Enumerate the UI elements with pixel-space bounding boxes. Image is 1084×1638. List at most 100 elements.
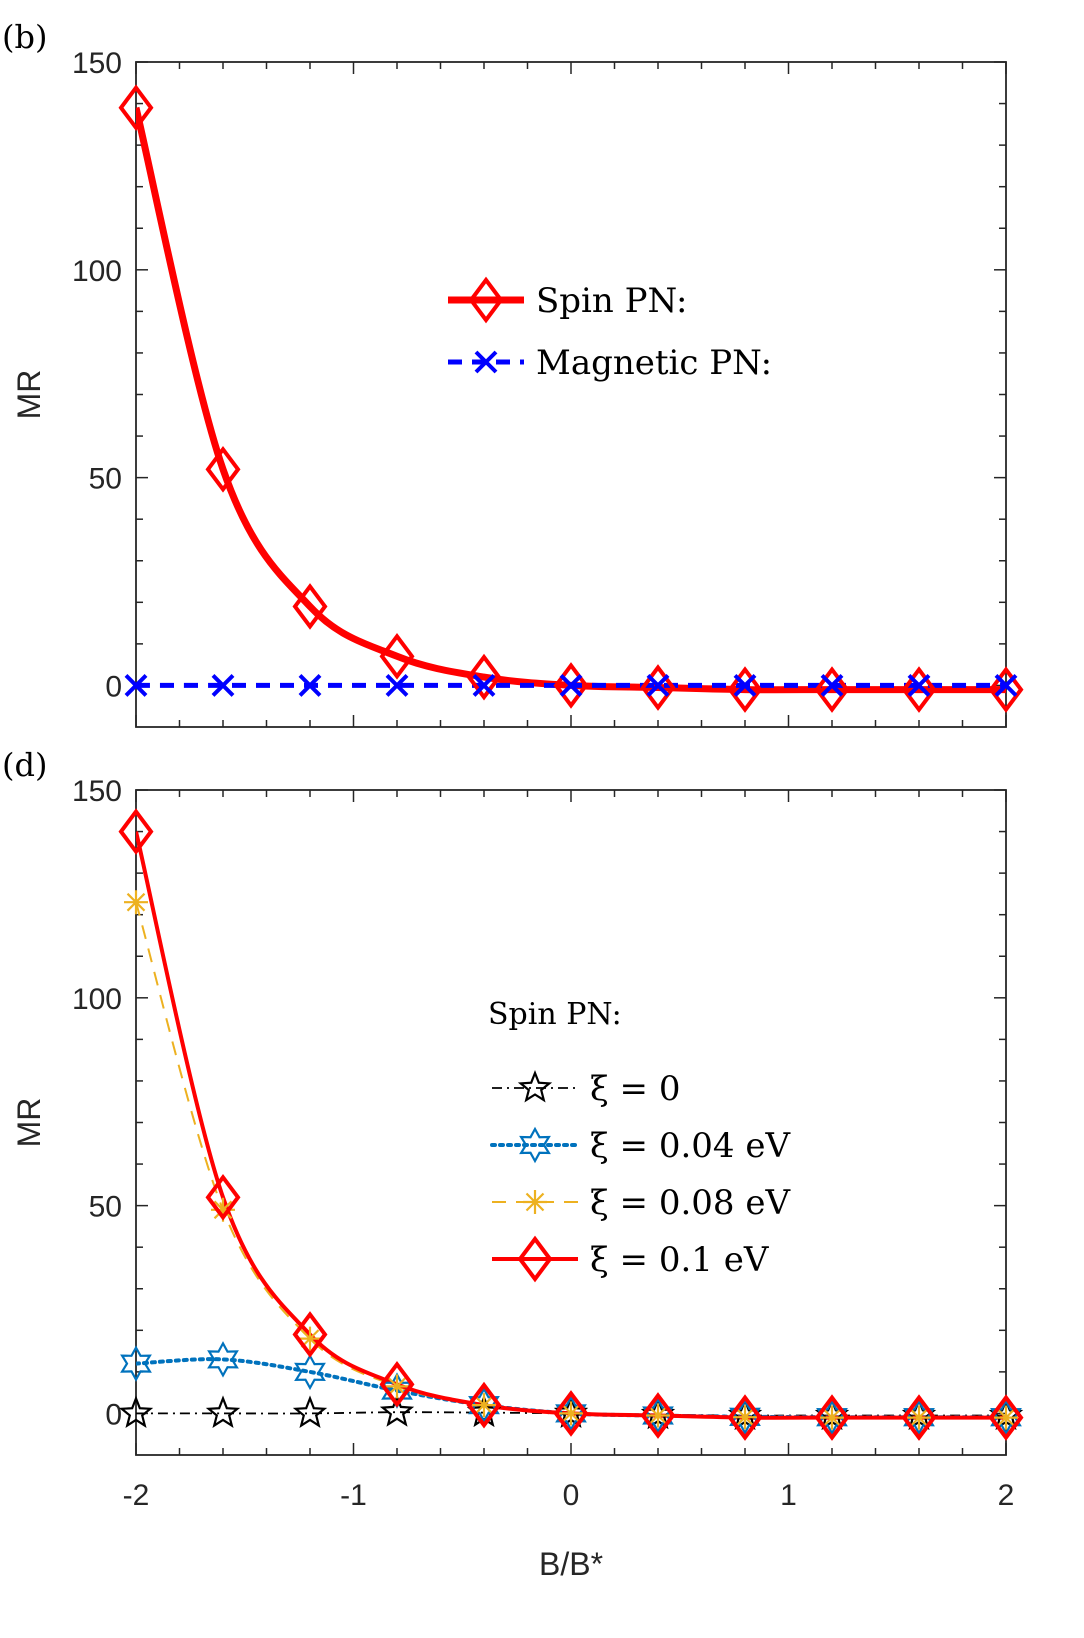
asterisk-marker bbox=[646, 1403, 670, 1428]
hexagram-marker bbox=[519, 1126, 551, 1164]
diamond-marker bbox=[727, 666, 763, 713]
x-marker bbox=[474, 350, 498, 374]
y-tick-label: 150 bbox=[72, 775, 122, 808]
legend-label: ξ = 0.1 eV bbox=[590, 1240, 770, 1280]
star-marker bbox=[118, 1395, 154, 1429]
x-tick-label: -1 bbox=[340, 1479, 367, 1512]
ticks bbox=[135, 61, 1007, 727]
x-marker bbox=[994, 674, 1018, 697]
legend-label: Magnetic PN: bbox=[536, 343, 772, 383]
x-marker bbox=[907, 674, 931, 697]
diamond-marker bbox=[466, 1381, 502, 1429]
x-marker bbox=[559, 674, 583, 697]
series-line bbox=[136, 1411, 1006, 1417]
x-marker bbox=[211, 674, 235, 697]
hexagram-marker bbox=[642, 1397, 674, 1434]
legend-label: Spin PN: bbox=[536, 281, 688, 321]
x-marker bbox=[820, 674, 844, 697]
legend: Spin PN: Magnetic PN: bbox=[448, 276, 772, 383]
panel-label: (d) bbox=[2, 746, 47, 784]
x-marker bbox=[733, 674, 757, 697]
hexagram-marker bbox=[816, 1398, 848, 1436]
y-axis-label: MR bbox=[11, 1098, 47, 1148]
panel-b: 0 50 100 150 MR (b) Spin PN: Magnetic PN: bbox=[2, 18, 1024, 728]
star-marker bbox=[379, 1394, 415, 1427]
diamond-marker bbox=[988, 1394, 1024, 1441]
x-marker bbox=[298, 674, 322, 697]
asterisk-marker bbox=[523, 1190, 547, 1214]
asterisk-marker bbox=[124, 890, 148, 915]
x-axis-label: B/B* bbox=[539, 1546, 603, 1582]
x-marker bbox=[646, 674, 670, 697]
asterisk-marker bbox=[211, 1197, 235, 1222]
asterisk-marker bbox=[298, 1326, 322, 1351]
series-markers bbox=[124, 890, 1018, 1430]
diamond-marker bbox=[118, 84, 154, 132]
diamond-marker bbox=[205, 445, 241, 493]
diamond-marker bbox=[553, 1390, 589, 1437]
diamond-marker bbox=[517, 1235, 553, 1283]
y-tick-label: 50 bbox=[89, 1191, 122, 1224]
diamond-marker bbox=[814, 666, 850, 713]
y-tick-label: 0 bbox=[105, 670, 122, 703]
star-marker bbox=[205, 1395, 241, 1429]
asterisk-marker bbox=[472, 1393, 496, 1418]
series-line bbox=[136, 106, 1006, 694]
asterisk-marker bbox=[385, 1374, 409, 1399]
diamond-marker bbox=[727, 1394, 763, 1441]
diamond-marker bbox=[901, 666, 937, 713]
panel-label: (b) bbox=[2, 18, 47, 56]
hexagram-marker bbox=[468, 1386, 500, 1424]
hexagram-marker bbox=[990, 1398, 1022, 1436]
diamond-marker bbox=[379, 1361, 415, 1408]
legend-label: ξ = 0 bbox=[590, 1069, 680, 1109]
hexagram-marker bbox=[555, 1395, 587, 1432]
diamond-marker bbox=[205, 1173, 241, 1221]
star-marker bbox=[292, 1395, 328, 1429]
diamond-marker bbox=[988, 666, 1024, 713]
y-tick-label: 100 bbox=[72, 983, 122, 1016]
diamond-marker bbox=[466, 653, 502, 701]
series-markers bbox=[118, 808, 1024, 1441]
legend-title: Spin PN: bbox=[488, 997, 622, 1032]
hexagram-marker bbox=[207, 1341, 239, 1378]
diamond-marker bbox=[118, 808, 154, 855]
diamond-marker bbox=[553, 662, 589, 709]
x-tick-label: -2 bbox=[123, 1479, 150, 1512]
diamond-marker bbox=[292, 583, 328, 630]
asterisk-marker bbox=[994, 1405, 1018, 1430]
axes-box bbox=[135, 61, 1007, 728]
hexagram-marker bbox=[120, 1345, 152, 1382]
asterisk-marker bbox=[733, 1405, 757, 1430]
panel-d: 0 50 100 150 -2 -1 0 1 2 B/B* MR (d) Spin PN: ξ = 0 ξ … bbox=[2, 746, 1024, 1582]
legend-label: ξ = 0.04 eV bbox=[590, 1126, 791, 1166]
y-tick-label: 50 bbox=[89, 463, 122, 496]
legend-label: ξ = 0.08 eV bbox=[590, 1183, 791, 1223]
y-tick-label: 100 bbox=[72, 255, 122, 288]
y-axis-label: MR bbox=[11, 370, 47, 420]
x-tick-label: 0 bbox=[563, 1479, 580, 1512]
diamond-marker bbox=[379, 633, 415, 680]
y-tick-label: 150 bbox=[72, 47, 122, 80]
diamond-marker bbox=[468, 276, 504, 324]
ticks bbox=[135, 789, 1007, 1455]
hexagram-marker bbox=[294, 1353, 326, 1391]
diamond-marker bbox=[292, 1311, 328, 1358]
series-markers bbox=[124, 674, 1018, 697]
asterisk-marker bbox=[907, 1405, 931, 1430]
series-markers bbox=[118, 84, 1024, 713]
hexagram-marker bbox=[729, 1398, 761, 1436]
x-tick-label: 2 bbox=[998, 1479, 1015, 1512]
x-tick-label: 1 bbox=[780, 1479, 797, 1512]
x-marker bbox=[124, 674, 148, 697]
axes-box bbox=[135, 789, 1007, 1456]
series-line bbox=[136, 901, 1006, 1419]
diamond-marker bbox=[814, 1394, 850, 1441]
star-marker bbox=[517, 1069, 553, 1103]
asterisk-marker bbox=[559, 1401, 583, 1426]
diamond-marker bbox=[901, 1394, 937, 1441]
x-marker bbox=[385, 674, 409, 697]
hexagram-marker bbox=[903, 1398, 935, 1436]
asterisk-marker bbox=[820, 1405, 844, 1430]
